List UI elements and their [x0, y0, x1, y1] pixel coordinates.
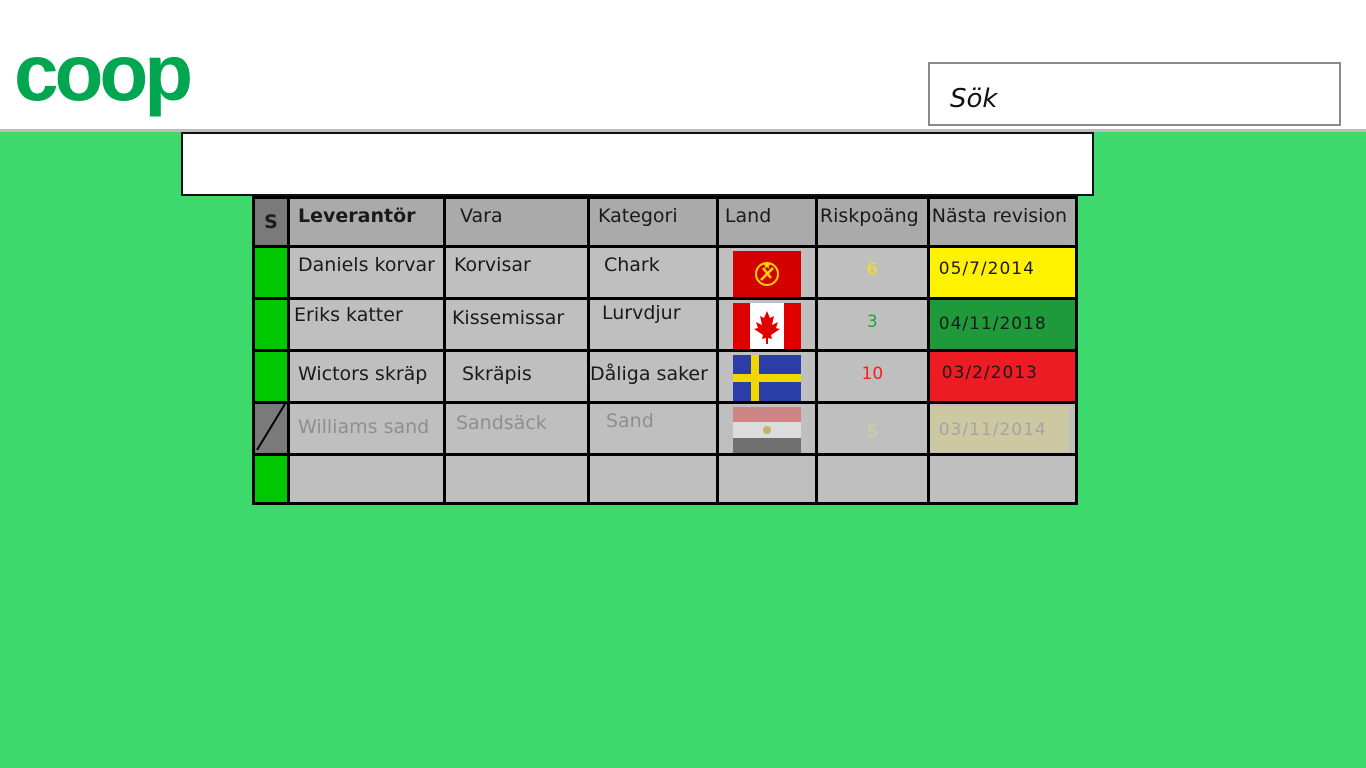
cell-risk[interactable]: 5	[814, 401, 930, 456]
cell-country[interactable]	[715, 401, 818, 456]
cell-category[interactable]: Sand	[586, 401, 719, 456]
cell-product[interactable]: Skräpis	[442, 349, 590, 404]
cell-product[interactable]: Korvisar	[442, 245, 590, 300]
risk-score: 5	[866, 422, 878, 442]
egypt-flag-icon	[732, 407, 801, 453]
column-header-supplier[interactable]: Leverantör	[287, 196, 446, 248]
soviet-flag-icon	[732, 251, 801, 297]
cell-category[interactable]	[586, 453, 719, 505]
table-row[interactable]: Williams sand Sandsäck Sand 5 03/11/2014	[252, 401, 1079, 456]
cell-product[interactable]: Kissemissar	[442, 297, 590, 352]
cell-supplier[interactable]: Wictors skräp	[287, 349, 446, 404]
cell-next-revision[interactable]: 04/11/2018	[926, 297, 1079, 352]
risk-score: 3	[866, 312, 878, 332]
cell-next-revision[interactable]	[926, 453, 1079, 505]
cell-country[interactable]	[715, 453, 818, 505]
table-row[interactable]: Wictors skräp Skräpis Dåliga saker 10 03…	[252, 349, 1079, 404]
cell-country[interactable]	[715, 349, 818, 404]
status-indicator-active[interactable]	[252, 453, 290, 505]
supplier-table: S Leverantör Vara Kategori Land Riskpoän…	[252, 196, 1079, 505]
cell-risk[interactable]: 10	[814, 349, 930, 404]
cell-supplier[interactable]: Eriks katter	[287, 297, 446, 352]
coop-logo[interactable]: coop	[14, 38, 220, 122]
canada-flag-icon	[732, 303, 801, 349]
risk-score: 10	[861, 364, 884, 384]
search-input[interactable]: Sök	[928, 62, 1341, 126]
sweden-flag-icon	[732, 355, 801, 401]
cell-category[interactable]: Chark	[586, 245, 719, 300]
cell-risk[interactable]	[814, 453, 930, 505]
cell-risk[interactable]: 3	[814, 297, 930, 352]
column-header-country[interactable]: Land	[715, 196, 818, 248]
cell-next-revision[interactable]: 03/11/2014	[926, 401, 1079, 456]
cell-supplier[interactable]: Williams sand	[287, 401, 446, 456]
cell-product[interactable]	[442, 453, 590, 505]
cell-product[interactable]: Sandsäck	[442, 401, 590, 456]
table-row[interactable]: Eriks katter Kissemissar Lurvdjur 3 04/1…	[252, 297, 1079, 352]
status-indicator-active[interactable]	[252, 245, 290, 300]
search-placeholder: Sök	[950, 84, 998, 114]
cell-next-revision[interactable]: 05/7/2014	[926, 245, 1079, 300]
table-row-empty[interactable]	[252, 453, 1079, 505]
risk-score: 6	[866, 260, 878, 280]
column-header-status[interactable]: S	[252, 196, 290, 248]
status-indicator-active[interactable]	[252, 349, 290, 404]
column-header-risk[interactable]: Riskpoäng	[814, 196, 930, 248]
app-header: coop Sök	[0, 0, 1366, 132]
status-indicator-active[interactable]	[252, 297, 290, 352]
slash-icon	[256, 404, 286, 450]
column-header-next-revision[interactable]: Nästa revision	[926, 196, 1079, 248]
table-header-row: S Leverantör Vara Kategori Land Riskpoän…	[252, 196, 1079, 248]
cell-risk[interactable]: 6	[814, 245, 930, 300]
cell-country[interactable]	[715, 297, 818, 352]
cell-category[interactable]: Dåliga saker	[586, 349, 719, 404]
svg-text:coop: coop	[14, 38, 190, 117]
cell-supplier[interactable]: Daniels korvar	[287, 245, 446, 300]
column-header-category[interactable]: Kategori	[586, 196, 719, 248]
cell-country[interactable]	[715, 245, 818, 300]
column-header-product[interactable]: Vara	[442, 196, 590, 248]
info-banner	[181, 132, 1094, 196]
cell-category[interactable]: Lurvdjur	[586, 297, 719, 352]
cell-next-revision[interactable]: 03/2/2013	[926, 349, 1079, 404]
cell-supplier[interactable]	[287, 453, 446, 505]
table-row[interactable]: Daniels korvar Korvisar Chark 6 05/7/201…	[252, 245, 1079, 300]
status-indicator-inactive[interactable]	[252, 401, 290, 456]
